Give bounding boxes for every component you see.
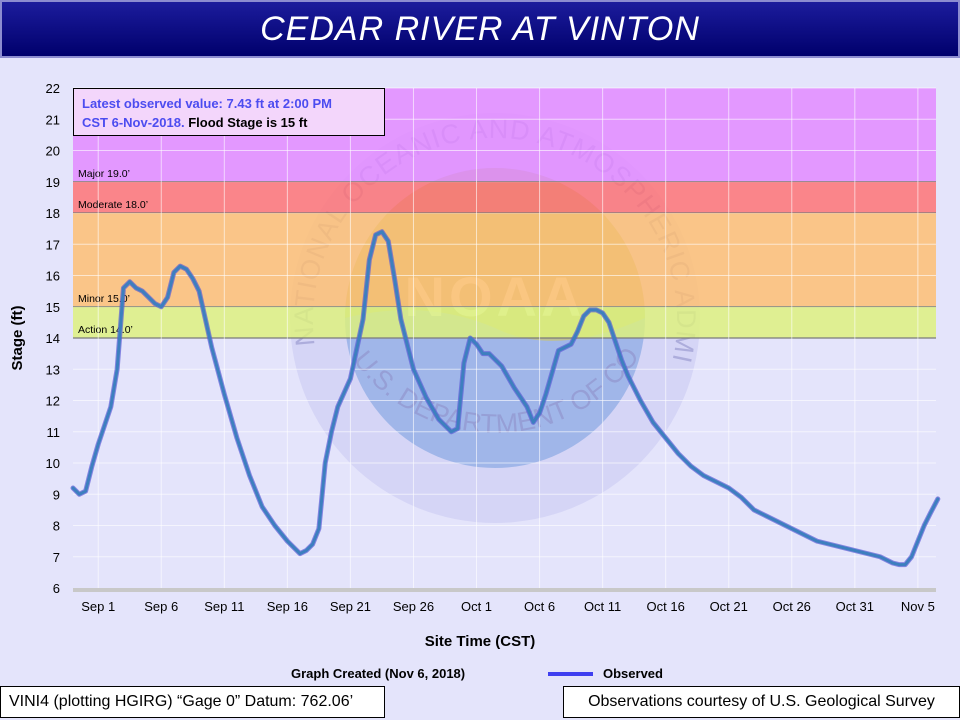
y-tick-label: 12 [46, 394, 60, 409]
y-tick-label: 6 [53, 581, 60, 596]
y-tick-label: 22 [46, 81, 60, 96]
x-tick-label: Sep 26 [393, 599, 434, 614]
x-tick-label: Sep 11 [204, 599, 244, 614]
x-tick-label: Sep 16 [267, 599, 308, 614]
x-tick-label: Nov 5 [901, 599, 935, 614]
datum-text: VINI4 (plotting HGIRG) “Gage 0” Datum: 7… [9, 693, 354, 710]
x-tick-label: Oct 26 [773, 599, 811, 614]
courtesy-text: Observations courtesy of U.S. Geological… [588, 693, 935, 710]
legend-observed: Observed [548, 666, 663, 681]
y-tick-label: 21 [46, 112, 60, 127]
y-tick-label: 7 [53, 550, 60, 565]
threshold-label-major: Major 19.0’ [78, 168, 130, 180]
threshold-label-action: Action 14.0’ [78, 324, 133, 336]
graph-created-label: Graph Created (Nov 6, 2018) [291, 666, 466, 681]
x-axis-title: Site Time (CST) [425, 633, 536, 650]
stage-chart: NATIONAL OCEANIC AND ATMOSPHERIC ADMINIS… [0, 58, 941, 650]
y-tick-label: 16 [46, 269, 60, 284]
latest-observation-box: Latest observed value: 7.43 ft at 2:00 P… [73, 88, 385, 136]
page-title: CEDAR RIVER AT VINTON [260, 9, 700, 48]
y-tick-label: 9 [53, 487, 60, 502]
y-tick-label: 10 [46, 456, 60, 471]
x-tick-label: Sep 1 [81, 599, 115, 614]
band-minor [73, 213, 936, 307]
y-tick-label: 20 [46, 144, 60, 159]
x-axis-bar [73, 588, 936, 592]
x-tick-label: Oct 1 [461, 599, 492, 614]
x-tick-label: Oct 31 [836, 599, 874, 614]
courtesy-box: Observations courtesy of U.S. Geological… [563, 686, 960, 718]
chart-axes: 6 7 8 9 10 11 12 13 14 15 16 17 18 19 20 21 22 Sep 1 Sep 6… [9, 81, 936, 650]
x-tick-label: Sep 21 [330, 599, 371, 614]
y-tick-label: 17 [46, 237, 60, 252]
datum-box: VINI4 (plotting HGIRG) “Gage 0” Datum: 7… [0, 686, 385, 718]
latest-value-text: Latest observed value: 7.43 ft at 2:00 P… [82, 96, 332, 111]
x-tick-label: Oct 11 [584, 599, 621, 614]
latest-date-text: CST 6-Nov-2018. [82, 115, 185, 130]
threshold-label-moderate: Moderate 18.0’ [78, 199, 148, 211]
y-tick-label: 14 [46, 331, 60, 346]
chart-grid [73, 87, 936, 588]
y-tick-label: 19 [46, 175, 60, 190]
observed-series [70, 229, 941, 568]
threshold-label-minor: Minor 15.0’ [78, 293, 130, 305]
legend-observed-label: Observed [603, 666, 663, 681]
y-tick-label: 13 [46, 362, 60, 377]
y-axis-title: Stage (ft) [9, 306, 26, 371]
legend-observed-swatch [548, 671, 593, 676]
y-tick-label: 11 [47, 425, 61, 440]
x-tick-label: Oct 6 [524, 599, 555, 614]
x-tick-label: Oct 21 [710, 599, 748, 614]
x-tick-label: Oct 16 [647, 599, 685, 614]
band-moderate [73, 181, 936, 213]
y-tick-label: 18 [46, 206, 60, 221]
x-tick-label: Sep 6 [144, 599, 178, 614]
title-bar: CEDAR RIVER AT VINTON [0, 0, 960, 58]
y-tick-label: 8 [53, 519, 60, 534]
observed-line [71, 230, 940, 567]
flood-stage-text: Flood Stage is 15 ft [188, 115, 308, 130]
y-tick-label: 15 [46, 300, 60, 315]
